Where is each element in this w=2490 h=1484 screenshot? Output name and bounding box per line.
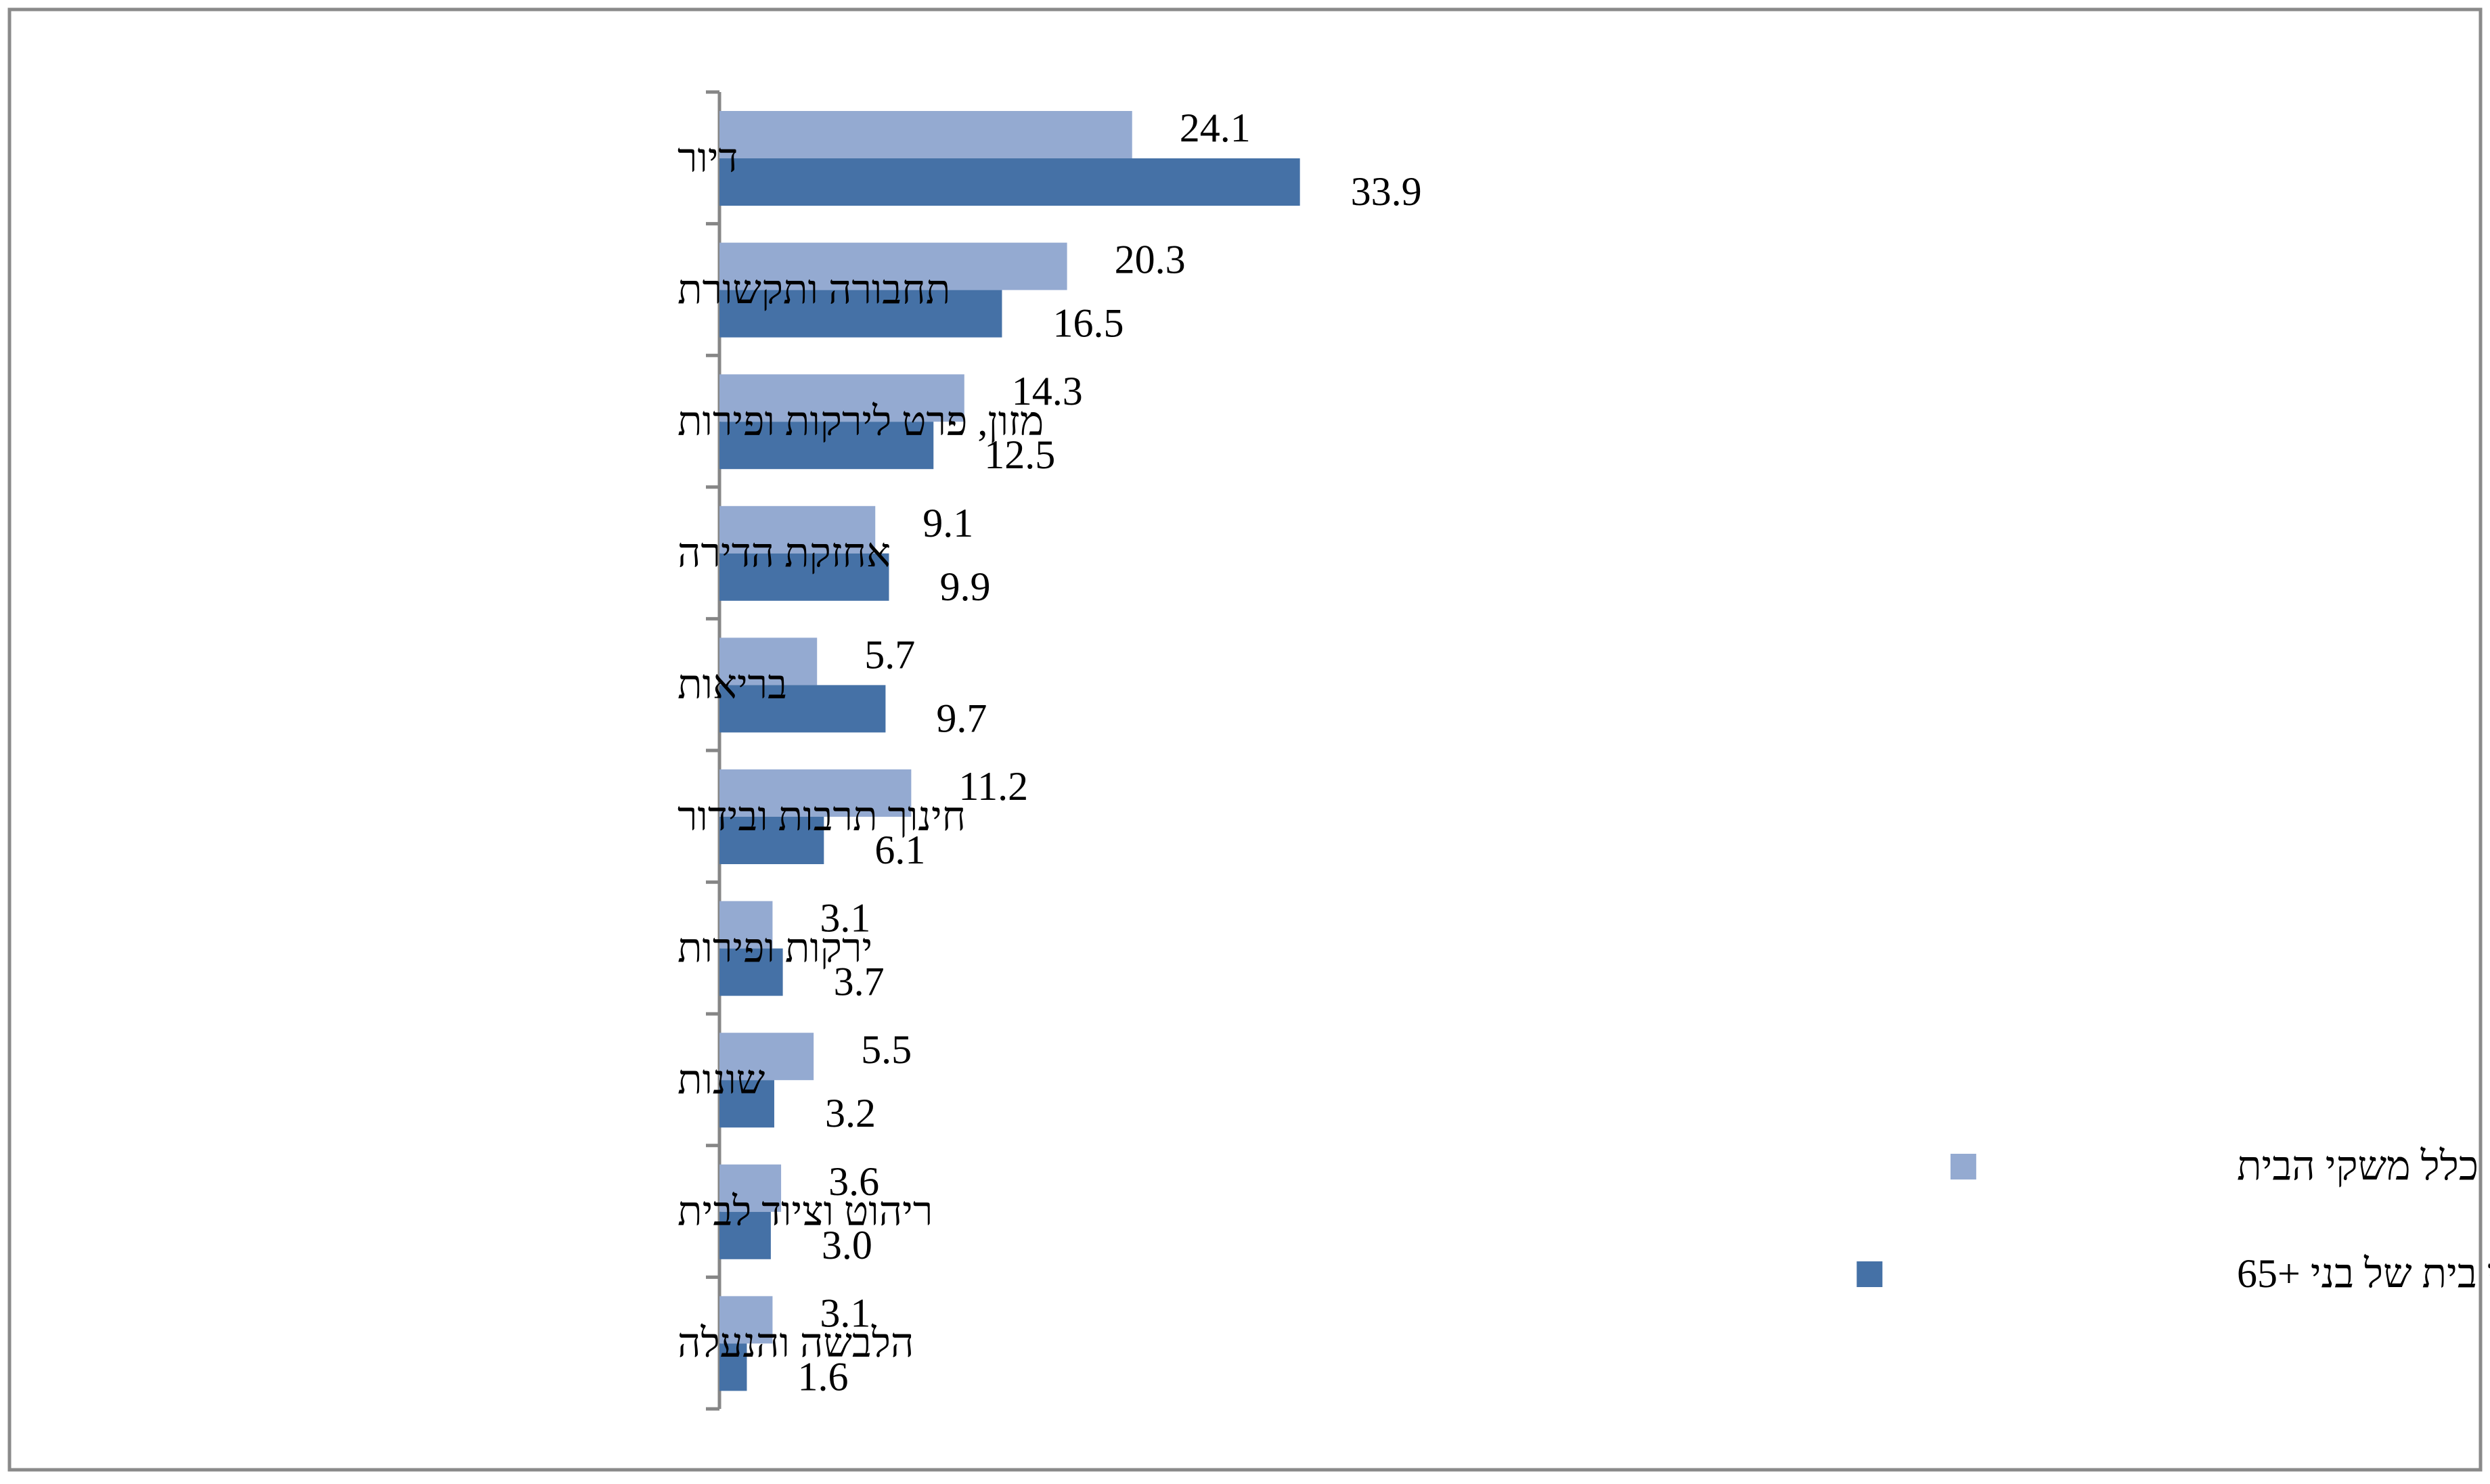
category-label: ריהוט וציוד לבית [677,1189,933,1234]
legend-label: משקי בית של בני +65 [2237,1251,2490,1296]
category-label: שונות [677,1058,765,1102]
category-labels: דיור תחבורה ותקשורת מזון, פרט לירקות ופירו… [677,135,1044,1365]
bar [719,637,818,685]
data-label: 3.2 [825,1091,876,1136]
category-label: תחבורה ותקשורת [677,267,950,312]
bar [719,505,876,554]
bar [719,1164,782,1212]
legend-swatch [1857,1261,1883,1287]
bar [719,111,1132,158]
bar [719,1080,774,1128]
bar [719,1296,773,1344]
bar [719,817,824,864]
data-label: 9.9 [939,564,990,609]
category-label: בריאות [677,662,787,707]
category-label: מזון, פרט לירקות ופירות [677,399,1044,444]
bar [719,290,1002,338]
data-label: 20.3 [1115,238,1186,282]
legend-swatch [1950,1154,1976,1179]
data-label: 3.7 [834,960,885,1004]
data-labels: 24.1 33.9 20.3 16.5 14.3 12.59.1 9.9 5.7 9.7 11.2… [797,106,1421,1399]
data-label: 9.7 [936,696,987,740]
bar [719,1343,747,1391]
bar [719,158,1300,206]
bar [719,1033,814,1081]
data-label: 3.1 [820,1290,870,1335]
data-label: 33.9 [1351,169,1422,214]
data-label: 3.1 [820,896,870,941]
category-label: חינוך תרבות ובידור [677,794,966,838]
data-label: 3.6 [828,1159,879,1204]
bar [719,553,889,601]
data-label: 12.5 [984,432,1055,477]
bar [719,948,783,996]
category-label: הלבשה והנעלה [677,1321,914,1366]
bar [719,769,912,817]
data-label: 24.1 [1180,106,1251,150]
bar [719,685,886,733]
data-label: 6.1 [874,828,925,872]
data-label: 14.3 [1012,369,1083,413]
data-label: 3.0 [822,1223,872,1267]
category-label: אחזקת הדירה [677,531,891,575]
bars [719,111,1300,1391]
bar [719,374,964,422]
legend: כלל משקי הבית משקי בית של בני +65 [1857,1144,2490,1296]
data-label: 11.2 [958,764,1028,809]
legend-label: כלל משקי הבית [2237,1144,2478,1188]
bar [719,242,1067,290]
data-label: 5.7 [864,632,915,677]
bar [719,1211,771,1259]
data-label: 1.6 [797,1354,848,1399]
chart-border [7,7,2483,1472]
bar [719,422,934,470]
data-label: 9.1 [922,501,973,545]
bar [719,901,773,949]
category-label: דיור [677,135,738,180]
data-label: 5.5 [861,1027,912,1072]
category-label: ירקות ופירות [677,926,872,970]
data-label: 16.5 [1052,301,1124,346]
